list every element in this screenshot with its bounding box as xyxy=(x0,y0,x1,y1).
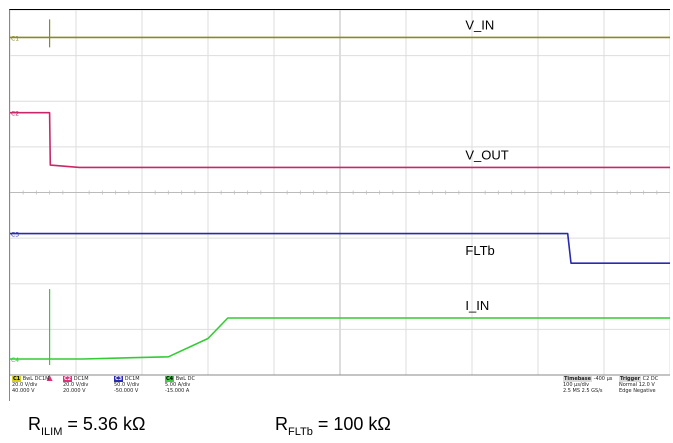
caption: RILIM = 5.36 kΩ RFLTb = 100 kΩ xyxy=(0,404,673,443)
scope-plot: V_IN V_OUT FLTb I_IN C1 C2 C3 C4 xyxy=(10,10,670,381)
channel-markers: C1 C2 C3 C4 xyxy=(11,35,53,381)
channel-marker: C1 xyxy=(11,35,19,42)
c2-line1: DC1M xyxy=(73,376,89,382)
c2-line2: 20.0 V/div xyxy=(63,382,89,388)
trigger-title: Trigger xyxy=(619,376,642,382)
trace-v-out xyxy=(10,111,670,169)
c3-chip: C3 xyxy=(114,376,124,382)
c1-status: C1 BwL DC1M 20.0 V/div 40.000 V xyxy=(12,376,62,400)
c1-line2: 20.0 V/div xyxy=(12,382,38,388)
timebase-title: Timebase xyxy=(563,376,593,382)
r-fltb-main: R xyxy=(275,414,288,434)
trace-label-i-in: I_IN xyxy=(465,298,489,313)
trigger-type: Edge xyxy=(619,388,632,394)
graticule xyxy=(10,10,670,376)
c3-status: C3 DC1M 50.0 V/div -50.000 V xyxy=(114,376,164,400)
c4-chip: C4 xyxy=(165,376,175,382)
channel-marker: C2 xyxy=(11,111,19,118)
c1-chip: C1 xyxy=(12,376,22,382)
r-fltb-sub: FLTb xyxy=(288,426,313,438)
c4-line2: 5.00 A/div xyxy=(165,382,191,388)
timebase-status: Timebase -400 µs 100 µs/div 2.5 MS 2.5 G… xyxy=(563,376,618,400)
timebase-rate: 2.5 GS/s xyxy=(581,388,603,394)
trigger-chan: C2 DC xyxy=(642,376,659,382)
timebase-per-div: 100 µs/div xyxy=(563,382,590,388)
trace-label-v-in: V_IN xyxy=(465,17,494,32)
c3-line2: 50.0 V/div xyxy=(114,382,140,388)
c1-line3: 40.000 V xyxy=(12,388,35,394)
trigger-mode: Normal xyxy=(619,382,638,388)
r-ilim-sub: ILIM xyxy=(41,426,63,438)
c2-chip: C2 xyxy=(63,376,73,382)
r-ilim-value: = 5.36 kΩ xyxy=(62,414,146,434)
trace-fltb xyxy=(10,232,670,264)
c3-line1: DC1M xyxy=(124,376,140,382)
trigger-level: 12.0 V xyxy=(638,382,655,388)
trace-label-fltb: FLTb xyxy=(465,243,494,258)
trigger-position-marker xyxy=(46,375,53,381)
r-fltb-text: RFLTb = 100 kΩ xyxy=(275,414,391,438)
c4-line1: BwL DC xyxy=(175,376,195,382)
channel-marker: C4 xyxy=(11,357,19,364)
timebase-samples: 2.5 MS xyxy=(563,388,581,394)
trigger-slope: Negative xyxy=(633,388,656,394)
traces xyxy=(10,19,670,366)
r-ilim-main: R xyxy=(28,414,41,434)
c2-line3: 20.000 V xyxy=(63,388,86,394)
timebase-offset: -400 µs xyxy=(593,376,613,382)
trace-label-v-out: V_OUT xyxy=(465,147,508,162)
c1-line1: BwL DC1M xyxy=(22,376,50,382)
r-fltb-value: = 100 kΩ xyxy=(312,414,391,434)
c4-line3: -15.000 A xyxy=(165,388,190,394)
trace-labels: V_IN V_OUT FLTb I_IN xyxy=(465,17,508,313)
channel-marker: C3 xyxy=(11,232,19,239)
oscilloscope-screen: V_IN V_OUT FLTb I_IN C1 C2 C3 C4 C1 BwL DC1M 2… xyxy=(9,9,670,401)
r-ilim-text: RILIM = 5.36 kΩ xyxy=(28,414,145,438)
trigger-status: Trigger C2 DC Normal 12.0 V Edge Negativ… xyxy=(619,376,670,400)
c4-status: C4 BwL DC 5.00 A/div -15.000 A xyxy=(165,376,215,400)
c2-status: C2 DC1M 20.0 V/div 20.000 V xyxy=(63,376,113,400)
c3-line3: -50.000 V xyxy=(114,388,139,394)
